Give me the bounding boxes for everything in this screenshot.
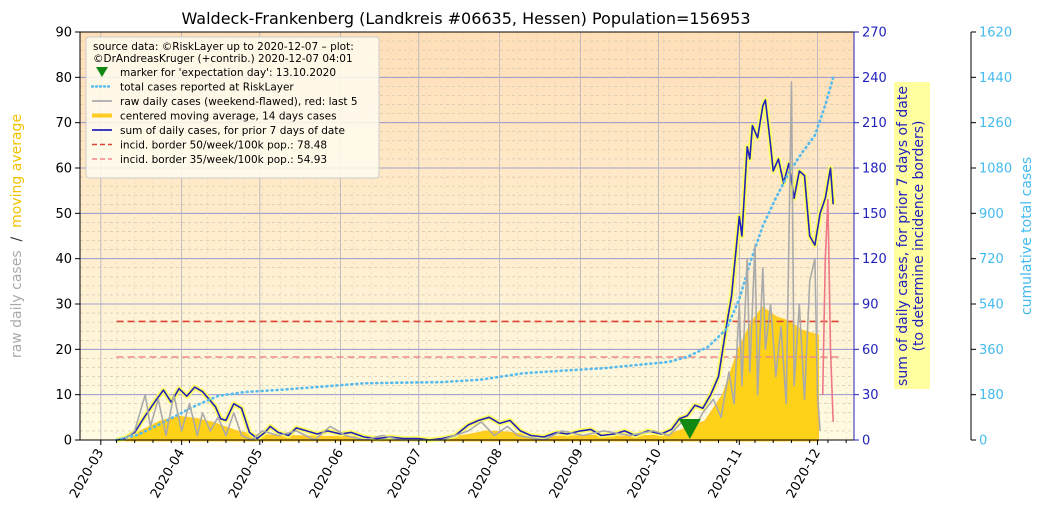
left-axis-label-sep: / xyxy=(9,228,25,251)
legend-entry-label: incid. border 35/week/100k pop.: 54.93 xyxy=(120,154,327,166)
right-axis-2-tick-label: 1620 xyxy=(979,26,1012,41)
right-axis-1-tick-label: 210 xyxy=(862,116,887,131)
right-axis-2-tick-label: 1440 xyxy=(979,71,1012,86)
right-axis-1-tick-label: 0 xyxy=(862,434,870,449)
raw-daily-last5-line xyxy=(821,198,834,422)
chart-title: Waldeck-Frankenberg (Landkreis #06635, H… xyxy=(181,9,750,28)
left-axis-tick-label: 20 xyxy=(55,343,72,358)
raw-daily-line xyxy=(123,81,821,441)
right-axis-2-tick-label: 180 xyxy=(979,388,1004,403)
left-axis-label: raw daily cases / moving average xyxy=(9,114,25,358)
left-axis-tick-label: 10 xyxy=(55,388,72,403)
right-axis-2-tick-label: 0 xyxy=(979,434,987,449)
legend: source data: ©RiskLayer up to 2020-12-07… xyxy=(85,36,380,179)
legend-entry-label: sum of daily cases, for prior 7 days of … xyxy=(120,125,345,137)
legend-source-line1: source data: ©RiskLayer up to 2020-12-07… xyxy=(93,41,354,53)
left-axis-tick-label: 90 xyxy=(55,26,72,41)
legend-entry-label: total cases reported at RiskLayer xyxy=(120,82,294,94)
total-cases-line xyxy=(115,76,835,442)
legend-entry-label: raw daily cases (weekend-flawed), red: l… xyxy=(120,96,358,108)
legend-entry-label: incid. border 50/week/100k pop.: 78.48 xyxy=(120,140,327,152)
right-axis-1-label-line1: sum of daily cases, for prior 7 days of … xyxy=(895,86,911,386)
right-axis-2-label: cumulative total cases xyxy=(1019,157,1035,315)
right-axis-1-tick-label: 180 xyxy=(862,162,887,177)
legend-marker-icon xyxy=(96,67,108,77)
left-axis-tick-label: 50 xyxy=(55,207,72,222)
right-axis-2-tick-label: 900 xyxy=(979,207,1004,222)
x-axis-tick-label: 2020-05 xyxy=(226,447,266,502)
right-axis-2-tick-label: 360 xyxy=(979,343,1004,358)
left-axis-label-avg: moving average xyxy=(9,114,25,228)
right-axis-label-box xyxy=(894,82,930,389)
x-axis-tick-label: 2020-04 xyxy=(148,447,188,502)
right-axis-1-tick-label: 240 xyxy=(862,71,887,86)
right-axis-1-tick-label: 90 xyxy=(862,298,879,313)
left-axis-tick-label: 60 xyxy=(55,162,72,177)
x-axis-tick-label: 2020-08 xyxy=(466,447,506,502)
right-axis-2-tick-label: 540 xyxy=(979,298,1004,313)
x-axis-tick-label: 2020-09 xyxy=(547,447,587,502)
right-axis-1-tick-label: 30 xyxy=(862,388,879,403)
x-axis-tick-label: 2020-03 xyxy=(67,447,107,502)
legend-source-line2: ©DrAndreasKruger (+contrib.) 2020-12-07 … xyxy=(93,53,353,65)
right-axis-1-tick-label: 120 xyxy=(862,252,887,267)
right-axis-2-tick-label: 1260 xyxy=(979,116,1012,131)
right-axis-2-tick-label: 720 xyxy=(979,252,1004,267)
right-axis-2-tick-label: 1080 xyxy=(979,162,1012,177)
left-axis-tick-label: 0 xyxy=(64,434,72,449)
x-axis-tick-label: 2020-12 xyxy=(784,447,824,502)
right-axis-1-tick-label: 60 xyxy=(862,343,879,358)
x-axis-tick-label: 2020-10 xyxy=(625,447,665,502)
x-axis-tick-label: 2020-07 xyxy=(385,447,425,502)
x-axis-tick-label: 2020-11 xyxy=(706,447,746,502)
left-axis-tick-label: 40 xyxy=(55,252,72,267)
left-axis-tick-label: 80 xyxy=(55,71,72,86)
legend-box xyxy=(85,36,380,179)
x-axis-tick-label: 2020-06 xyxy=(307,447,347,502)
left-axis-tick-label: 30 xyxy=(55,298,72,313)
right-axis-1-label-line2: (to determine incidence borders) xyxy=(911,121,927,352)
right-axis-1-tick-label: 270 xyxy=(862,26,887,41)
left-axis-label-raw: raw daily cases xyxy=(9,250,25,358)
weekly-sum-line xyxy=(116,99,834,441)
legend-entry-label: marker for 'expectation day': 13.10.2020 xyxy=(120,67,336,79)
left-axis-tick-label: 70 xyxy=(55,116,72,131)
right-axis-1-tick-label: 150 xyxy=(862,207,887,222)
legend-entry-label: centered moving average, 14 days cases xyxy=(120,111,337,123)
expectation-day-marker xyxy=(678,419,701,439)
